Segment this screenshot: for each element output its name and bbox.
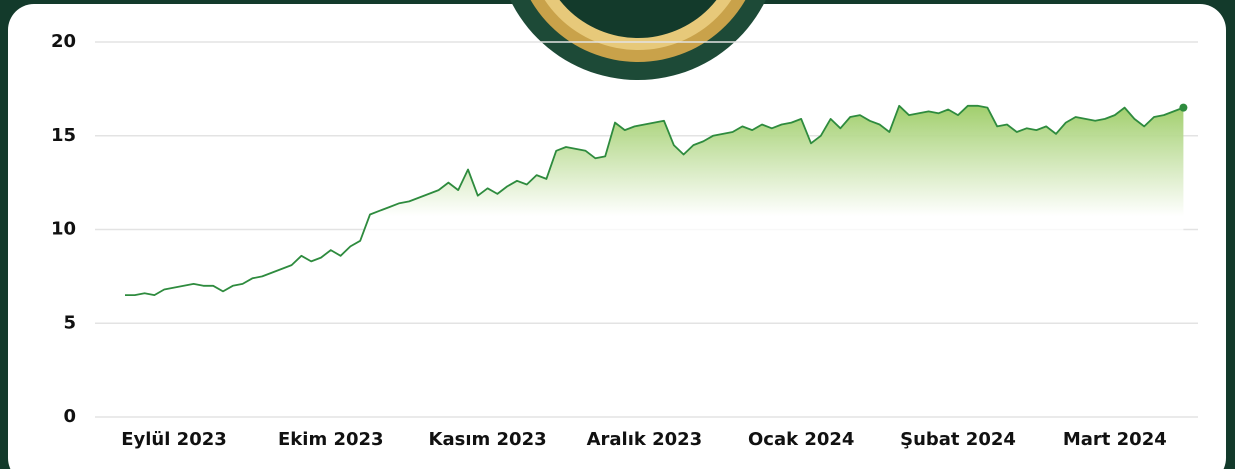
y-tick-label: 20 (51, 31, 76, 52)
x-tick-label: Mart 2024 (1063, 429, 1167, 450)
x-tick-label: Ocak 2024 (748, 429, 854, 450)
y-tick-label: 0 (63, 406, 76, 427)
x-tick-label: Şubat 2024 (900, 429, 1016, 450)
x-tick-label: Eylül 2023 (121, 429, 227, 450)
chart: 0 5 10 15 20 Eylül 2023 Ekim 2023 Kasım 2023 Ara… (0, 0, 1235, 469)
x-tick-label: Ekim 2023 (278, 429, 384, 450)
x-tick-label: Aralık 2023 (587, 429, 703, 450)
y-tick-label: 15 (51, 125, 76, 146)
x-tick-label: Kasım 2023 (429, 429, 547, 450)
end-point (1179, 104, 1187, 112)
page: {"chart_data": { "type": "area", "line_c… (0, 0, 1235, 469)
y-tick-label: 10 (51, 219, 76, 240)
y-tick-label: 5 (63, 312, 76, 333)
